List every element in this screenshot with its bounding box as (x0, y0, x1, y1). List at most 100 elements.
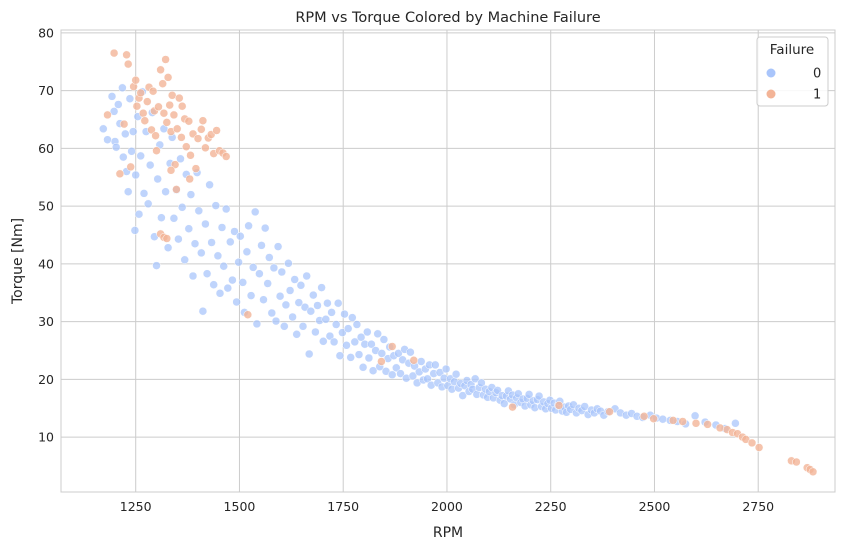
scatter-point-0 (350, 337, 360, 347)
scatter-point-0 (338, 328, 347, 337)
scatter-point-0 (153, 174, 162, 184)
scatter-point-0 (343, 324, 353, 333)
scatter-point-0 (180, 255, 189, 265)
scatter-point-0 (123, 187, 133, 196)
scatter-point-0 (392, 363, 401, 373)
scatter-point-0 (209, 280, 218, 289)
scatter-point-0 (354, 350, 364, 359)
scatter-point-0 (205, 180, 214, 190)
scatter-point-1 (177, 101, 187, 111)
scatter-point-0 (373, 329, 382, 339)
scatter-point-1 (201, 143, 210, 153)
scatter-point-1 (668, 416, 678, 425)
scatter-point-0 (259, 295, 268, 304)
scatter-point-0 (190, 239, 200, 248)
scatter-point-0 (313, 301, 322, 310)
scatter-point-0 (201, 219, 210, 229)
plot-frame (60, 29, 836, 493)
scatter-point-0 (107, 92, 117, 101)
scatter-point-1 (162, 234, 172, 243)
scatter-point-1 (169, 110, 179, 120)
legend-title: Failure (770, 42, 814, 58)
scatter-point-0 (255, 269, 264, 278)
scatter-point-1 (163, 73, 173, 82)
scatter-point-0 (340, 309, 349, 319)
scatter-point-0 (408, 371, 418, 381)
scatter-point-1 (115, 169, 125, 179)
scatter-point-1 (184, 116, 194, 126)
legend-box (756, 36, 829, 107)
x-tick-labels: 1250 1500 1750 2000 2250 2500 2750 (120, 499, 774, 514)
scatter-point-0 (213, 251, 223, 261)
x-tick-label: 1750 (327, 499, 359, 514)
scatter-point-0 (202, 269, 212, 278)
scatter-point-0 (309, 290, 318, 300)
scatter-point-0 (277, 267, 287, 277)
scatter-point-1 (158, 79, 167, 88)
scatter-point-1 (123, 59, 133, 69)
scatter-point-0 (197, 248, 206, 258)
scatter-point-1 (148, 86, 158, 96)
scatter-point-1 (409, 356, 419, 365)
scatter-point-0 (358, 363, 368, 372)
scatter-point-0 (406, 347, 415, 357)
scatter-point-1 (243, 310, 253, 319)
scatter-point-0 (263, 279, 272, 288)
scatter-point-1 (175, 93, 184, 103)
scatter-point-0 (280, 322, 289, 331)
chart-title: RPM vs Torque Colored by Machine Failure (295, 10, 600, 26)
scatter-point-0 (99, 124, 108, 134)
scatter-point-1 (170, 160, 180, 169)
scatter-point-1 (166, 166, 176, 175)
scatter-point-0 (136, 151, 145, 161)
scatter-point-0 (379, 335, 389, 344)
scatter-point-0 (269, 263, 279, 273)
scatter-point-0 (387, 370, 397, 380)
scatter-point-1 (747, 438, 757, 448)
scatter-point-0 (294, 298, 304, 307)
scatter-point-1 (193, 134, 203, 143)
scatter-point-0 (431, 360, 440, 370)
y-tick-label: 80 (38, 25, 54, 40)
scatter-point-1 (186, 151, 195, 160)
x-tick-label: 1500 (224, 499, 256, 514)
scatter-point-1 (678, 417, 687, 426)
scatter-point-1 (122, 50, 131, 60)
scatter-point-1 (109, 48, 119, 58)
scatter-point-0 (304, 349, 314, 359)
scatter-point-1 (754, 443, 764, 452)
scatter-point-0 (221, 204, 231, 214)
scatter-point-0 (130, 226, 140, 235)
scatter-point-1 (159, 108, 169, 118)
scatter-point-1 (152, 146, 161, 155)
scatter-point-0 (219, 261, 228, 271)
scatter-point-0 (441, 364, 451, 374)
scatter-point-0 (248, 263, 258, 272)
legend-marker-0 (766, 68, 776, 78)
scatter-point-0 (524, 390, 534, 399)
scatter-point-1 (138, 108, 148, 118)
scatter-point-0 (177, 203, 187, 212)
scatter-point-0 (184, 224, 194, 233)
scatter-point-0 (127, 147, 136, 156)
y-tick-label: 40 (38, 256, 54, 271)
scatter-point-0 (228, 275, 237, 285)
scatter-point-0 (296, 281, 306, 290)
scatter-point-1 (177, 133, 186, 142)
scatter-point-0 (238, 278, 248, 287)
scatter-point-1 (103, 110, 112, 120)
scatter-point-0 (423, 374, 432, 384)
scatter-point-1 (143, 97, 152, 106)
scatter-point-0 (236, 231, 245, 241)
scatter-point-0 (161, 187, 170, 196)
scatter-point-0 (321, 315, 331, 324)
scatter-point-0 (458, 391, 467, 400)
scatter-point-0 (534, 391, 544, 401)
scatter-point-0 (121, 129, 130, 139)
y-axis-label: Torque [Nm] (10, 218, 26, 305)
y-tick-label: 70 (38, 83, 54, 98)
scatter-point-1 (132, 101, 142, 111)
x-tick-label: 1250 (120, 499, 152, 514)
scatter-point-1 (649, 414, 658, 423)
y-tick-label: 60 (38, 141, 54, 156)
